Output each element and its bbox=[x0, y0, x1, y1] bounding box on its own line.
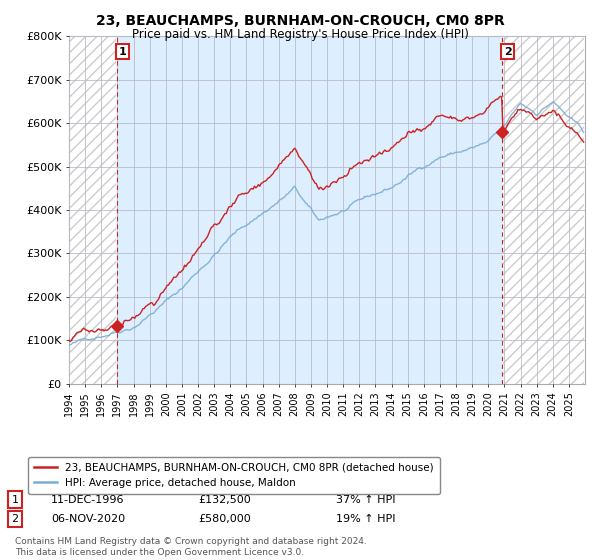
Text: Contains HM Land Registry data © Crown copyright and database right 2024.
This d: Contains HM Land Registry data © Crown c… bbox=[15, 537, 367, 557]
Text: £132,500: £132,500 bbox=[198, 494, 251, 505]
Text: 1: 1 bbox=[118, 46, 126, 57]
Text: 2: 2 bbox=[504, 46, 512, 57]
Legend: 23, BEAUCHAMPS, BURNHAM-ON-CROUCH, CM0 8PR (detached house), HPI: Average price,: 23, BEAUCHAMPS, BURNHAM-ON-CROUCH, CM0 8… bbox=[28, 456, 440, 494]
Text: 19% ↑ HPI: 19% ↑ HPI bbox=[336, 514, 395, 524]
Text: 2: 2 bbox=[11, 514, 19, 524]
Text: 1: 1 bbox=[11, 494, 19, 505]
Text: 23, BEAUCHAMPS, BURNHAM-ON-CROUCH, CM0 8PR: 23, BEAUCHAMPS, BURNHAM-ON-CROUCH, CM0 8… bbox=[95, 14, 505, 28]
Text: £580,000: £580,000 bbox=[198, 514, 251, 524]
Text: Price paid vs. HM Land Registry's House Price Index (HPI): Price paid vs. HM Land Registry's House … bbox=[131, 28, 469, 41]
Text: 06-NOV-2020: 06-NOV-2020 bbox=[51, 514, 125, 524]
Text: 11-DEC-1996: 11-DEC-1996 bbox=[51, 494, 125, 505]
Text: 37% ↑ HPI: 37% ↑ HPI bbox=[336, 494, 395, 505]
